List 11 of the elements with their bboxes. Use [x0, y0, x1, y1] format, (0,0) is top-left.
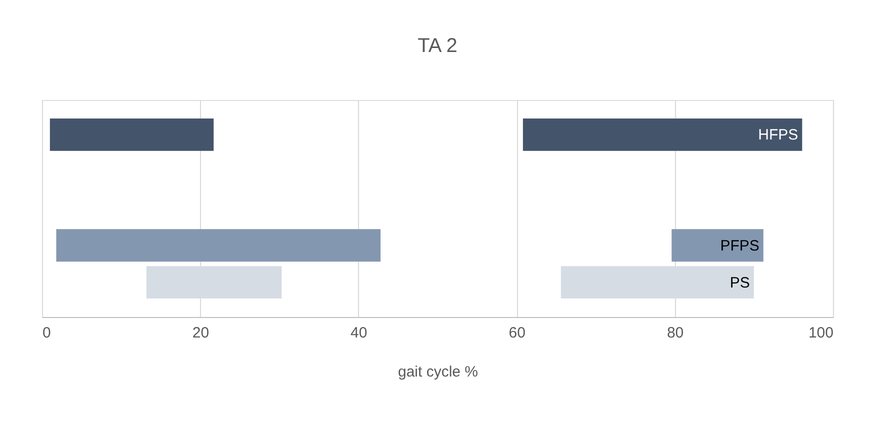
- x-tick-label: 60: [508, 324, 526, 342]
- y-tick-label: PFPS: [720, 237, 760, 254]
- x-tick-label: 100: [808, 324, 834, 342]
- x-tick-label: 20: [192, 324, 210, 342]
- x-tick-label: 0: [42, 324, 51, 342]
- y-tick-label: PS: [730, 274, 750, 292]
- x-tick-label: 80: [666, 324, 684, 342]
- y-tick-label: HFPS: [758, 126, 798, 144]
- chart-title: TA 2: [418, 35, 458, 57]
- x-tick-label: 40: [350, 324, 368, 342]
- x-axis-title: gait cycle %: [398, 364, 478, 380]
